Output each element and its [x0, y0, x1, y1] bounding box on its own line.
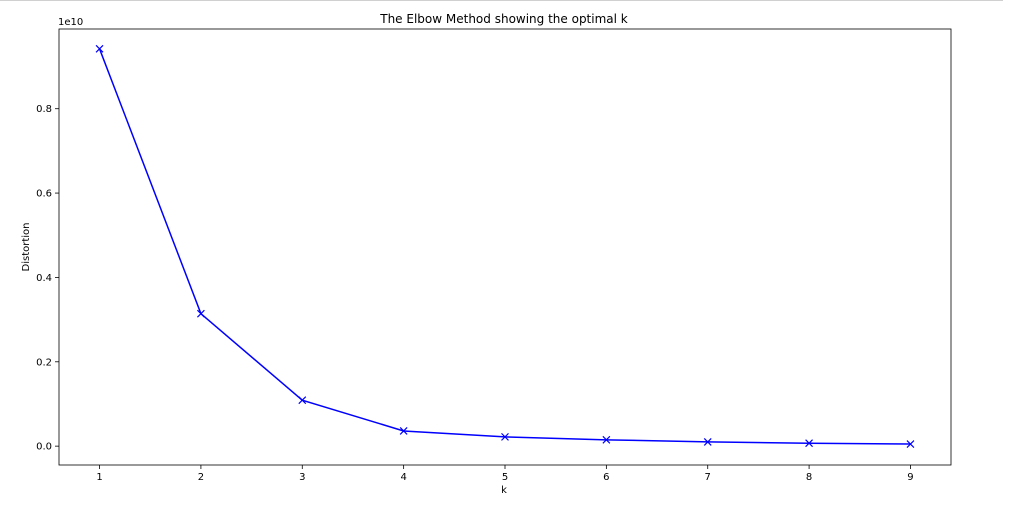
data-point-marker — [805, 439, 814, 448]
x-tick-label: 4 — [400, 472, 406, 483]
x-tick-label: 2 — [198, 472, 204, 483]
data-point-marker — [602, 435, 611, 444]
y-ticks: 0.0 0.2 0.4 0.6 0.8 — [36, 104, 59, 453]
x-tick-label: 5 — [502, 472, 508, 483]
y-tick-label: 0.6 — [36, 189, 52, 200]
data-point-marker — [95, 44, 104, 53]
data-point-marker — [196, 309, 205, 318]
x-tick-label: 9 — [907, 472, 913, 483]
y-tick-label: 0.0 — [36, 442, 52, 453]
x-tick-label: 6 — [603, 472, 609, 483]
y-tick-label: 0.2 — [36, 357, 52, 368]
data-point-marker — [703, 438, 712, 446]
plot-frame — [58, 28, 952, 466]
x-tick-label: 3 — [299, 472, 305, 483]
y-tick-label: 0.8 — [36, 104, 52, 115]
y-offset-label: 1e10 — [58, 17, 83, 28]
x-tick-label: 7 — [705, 472, 711, 483]
x-ticks: 1 2 3 4 5 6 7 8 9 — [96, 465, 914, 483]
series-group — [95, 44, 915, 448]
x-tick-label: 8 — [806, 472, 812, 483]
data-point-marker — [501, 432, 509, 441]
data-point-marker — [906, 440, 915, 448]
top-divider — [0, 0, 1003, 1]
y-axis-label: Distortion — [21, 223, 32, 272]
x-axis-label: k — [501, 485, 507, 496]
x-tick-label: 1 — [96, 472, 102, 483]
chart-title: The Elbow Method showing the optimal k — [379, 12, 628, 26]
y-tick-label: 0.4 — [36, 273, 52, 284]
series-line — [98, 48, 911, 445]
data-point-marker — [399, 427, 408, 435]
data-point-marker — [298, 396, 307, 405]
